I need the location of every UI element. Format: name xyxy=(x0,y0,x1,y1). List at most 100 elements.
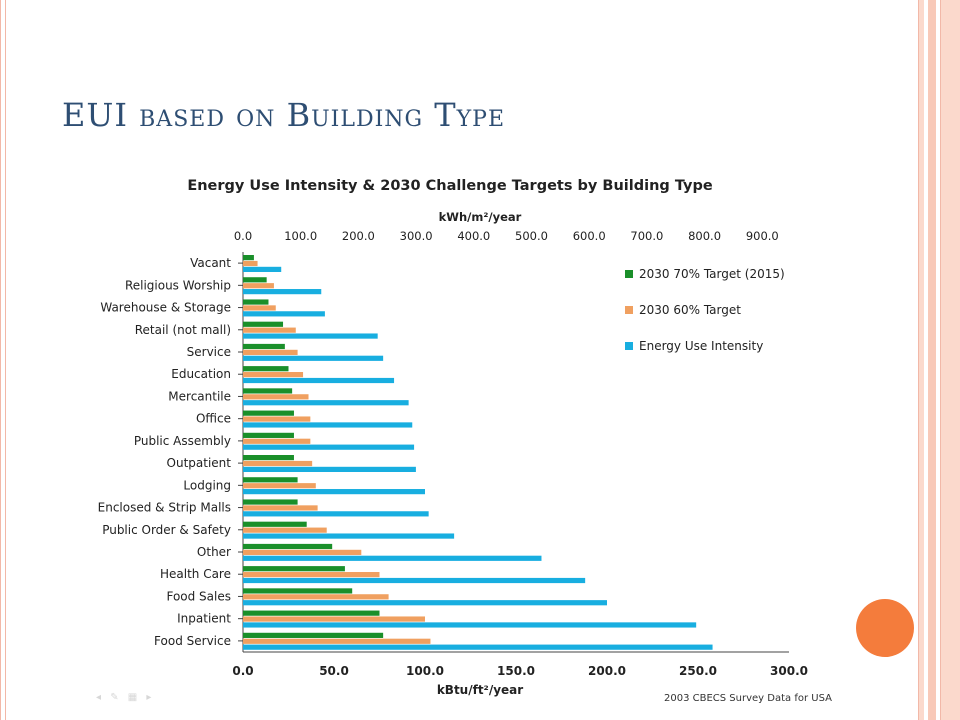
bar-target-70 xyxy=(243,610,380,616)
category-label: Enclosed & Strip Malls xyxy=(98,501,231,515)
bar-eui xyxy=(243,644,713,650)
bar-target-60 xyxy=(243,638,431,644)
x2-tick-label: 800.0 xyxy=(688,229,721,243)
left-border-decoration xyxy=(0,0,6,720)
category-label: Inpatient xyxy=(177,612,231,626)
category-label: Office xyxy=(196,412,231,426)
x-tick-label: 200.0 xyxy=(588,664,626,678)
bar-target-70 xyxy=(243,410,294,416)
bar-target-70 xyxy=(243,543,333,550)
chart-title: Energy Use Intensity & 2030 Challenge Ta… xyxy=(187,178,713,194)
category-label: Public Order & Safety xyxy=(102,523,231,537)
category-label: Service xyxy=(187,345,231,359)
x-axis-label: kBtu/ft²/year xyxy=(437,683,523,697)
bar-eui xyxy=(243,577,586,584)
x2-tick-label: 600.0 xyxy=(573,229,606,243)
x-tick-label: 0.0 xyxy=(232,664,253,678)
bar-target-70 xyxy=(243,299,269,305)
legend-label: 2030 70% Target (2015) xyxy=(639,267,785,281)
category-label: Education xyxy=(171,367,231,381)
bar-eui xyxy=(243,600,607,606)
x2-tick-label: 300.0 xyxy=(400,229,433,243)
bar-target-60 xyxy=(243,549,362,555)
bar-target-60 xyxy=(243,616,425,622)
bar-target-60 xyxy=(243,394,309,400)
category-label: Food Sales xyxy=(166,589,231,603)
bar-target-70 xyxy=(243,632,384,638)
bar-target-60 xyxy=(243,305,276,311)
legend-label: Energy Use Intensity xyxy=(639,339,763,353)
bar-eui xyxy=(243,533,455,539)
slide-controls-icons[interactable]: ◂ ✎ ▦ ▸ xyxy=(96,692,155,703)
category-label: Food Service xyxy=(154,634,231,648)
bar-eui xyxy=(243,466,416,472)
slide-title: EUI based on Building Type xyxy=(62,96,506,134)
bar-target-70 xyxy=(243,521,307,527)
bar-target-70 xyxy=(243,588,353,594)
bar-target-60 xyxy=(243,594,389,600)
x2-tick-label: 900.0 xyxy=(746,229,779,243)
bar-target-70 xyxy=(243,277,267,283)
bar-target-60 xyxy=(243,416,311,422)
bar-eui xyxy=(243,555,542,561)
bar-target-70 xyxy=(243,255,254,261)
category-label: Warehouse & Storage xyxy=(100,301,231,315)
bar-target-60 xyxy=(243,327,296,333)
source-note: 2003 CBECS Survey Data for USA xyxy=(664,693,832,704)
bar-eui xyxy=(243,333,378,339)
bar-eui xyxy=(243,444,415,450)
bar-target-70 xyxy=(243,343,285,350)
bar-target-70 xyxy=(243,455,294,461)
bar-target-60 xyxy=(243,438,311,444)
bar-target-70 xyxy=(243,566,345,572)
bar-target-70 xyxy=(243,432,294,438)
bar-eui xyxy=(243,489,425,495)
x2-axis-label: kWh/m²/year xyxy=(439,210,522,224)
bar-target-70 xyxy=(243,366,289,372)
category-label: Outpatient xyxy=(167,456,232,470)
category-label: Retail (not mall) xyxy=(135,323,231,337)
bar-target-60 xyxy=(243,527,327,533)
legend-label: 2030 60% Target xyxy=(639,303,741,317)
x-tick-label: 100.0 xyxy=(406,664,444,678)
category-label: Vacant xyxy=(190,256,231,270)
bar-eui xyxy=(243,377,395,384)
bar-target-60 xyxy=(243,460,313,467)
bar-target-70 xyxy=(243,388,293,394)
bar-target-60 xyxy=(243,483,316,489)
bar-eui xyxy=(243,311,325,317)
legend-swatch xyxy=(625,342,633,350)
category-label: Lodging xyxy=(183,478,231,492)
bar-target-60 xyxy=(243,283,274,289)
bar-eui xyxy=(243,266,282,272)
legend-swatch xyxy=(625,270,633,278)
x-tick-label: 250.0 xyxy=(679,664,717,678)
x2-tick-label: 500.0 xyxy=(515,229,548,243)
category-label: Other xyxy=(197,545,231,559)
bar-eui xyxy=(243,400,409,406)
category-label: Public Assembly xyxy=(134,434,231,448)
x2-tick-label: 0.0 xyxy=(234,229,252,243)
bar-target-60 xyxy=(243,372,304,378)
x2-tick-label: 200.0 xyxy=(342,229,375,243)
right-border-decoration xyxy=(918,0,960,720)
category-label: Mercantile xyxy=(168,389,231,403)
bar-target-60 xyxy=(243,572,380,578)
x2-tick-label: 400.0 xyxy=(457,229,490,243)
bar-target-70 xyxy=(243,477,298,483)
bar-eui xyxy=(243,422,413,428)
bar-eui xyxy=(243,289,322,295)
x2-tick-label: 700.0 xyxy=(630,229,663,243)
bar-target-60 xyxy=(243,260,258,267)
bar-eui xyxy=(243,355,384,361)
x2-tick-label: 100.0 xyxy=(284,229,317,243)
legend-swatch xyxy=(625,306,633,314)
bar-eui xyxy=(243,511,429,517)
bar-target-70 xyxy=(243,499,298,505)
chart-container: Energy Use Intensity & 2030 Challenge Ta… xyxy=(80,160,820,716)
bar-target-60 xyxy=(243,349,298,355)
x-tick-label: 300.0 xyxy=(770,664,808,678)
bar-chart: Energy Use Intensity & 2030 Challenge Ta… xyxy=(98,178,808,697)
accent-circle xyxy=(856,599,914,657)
